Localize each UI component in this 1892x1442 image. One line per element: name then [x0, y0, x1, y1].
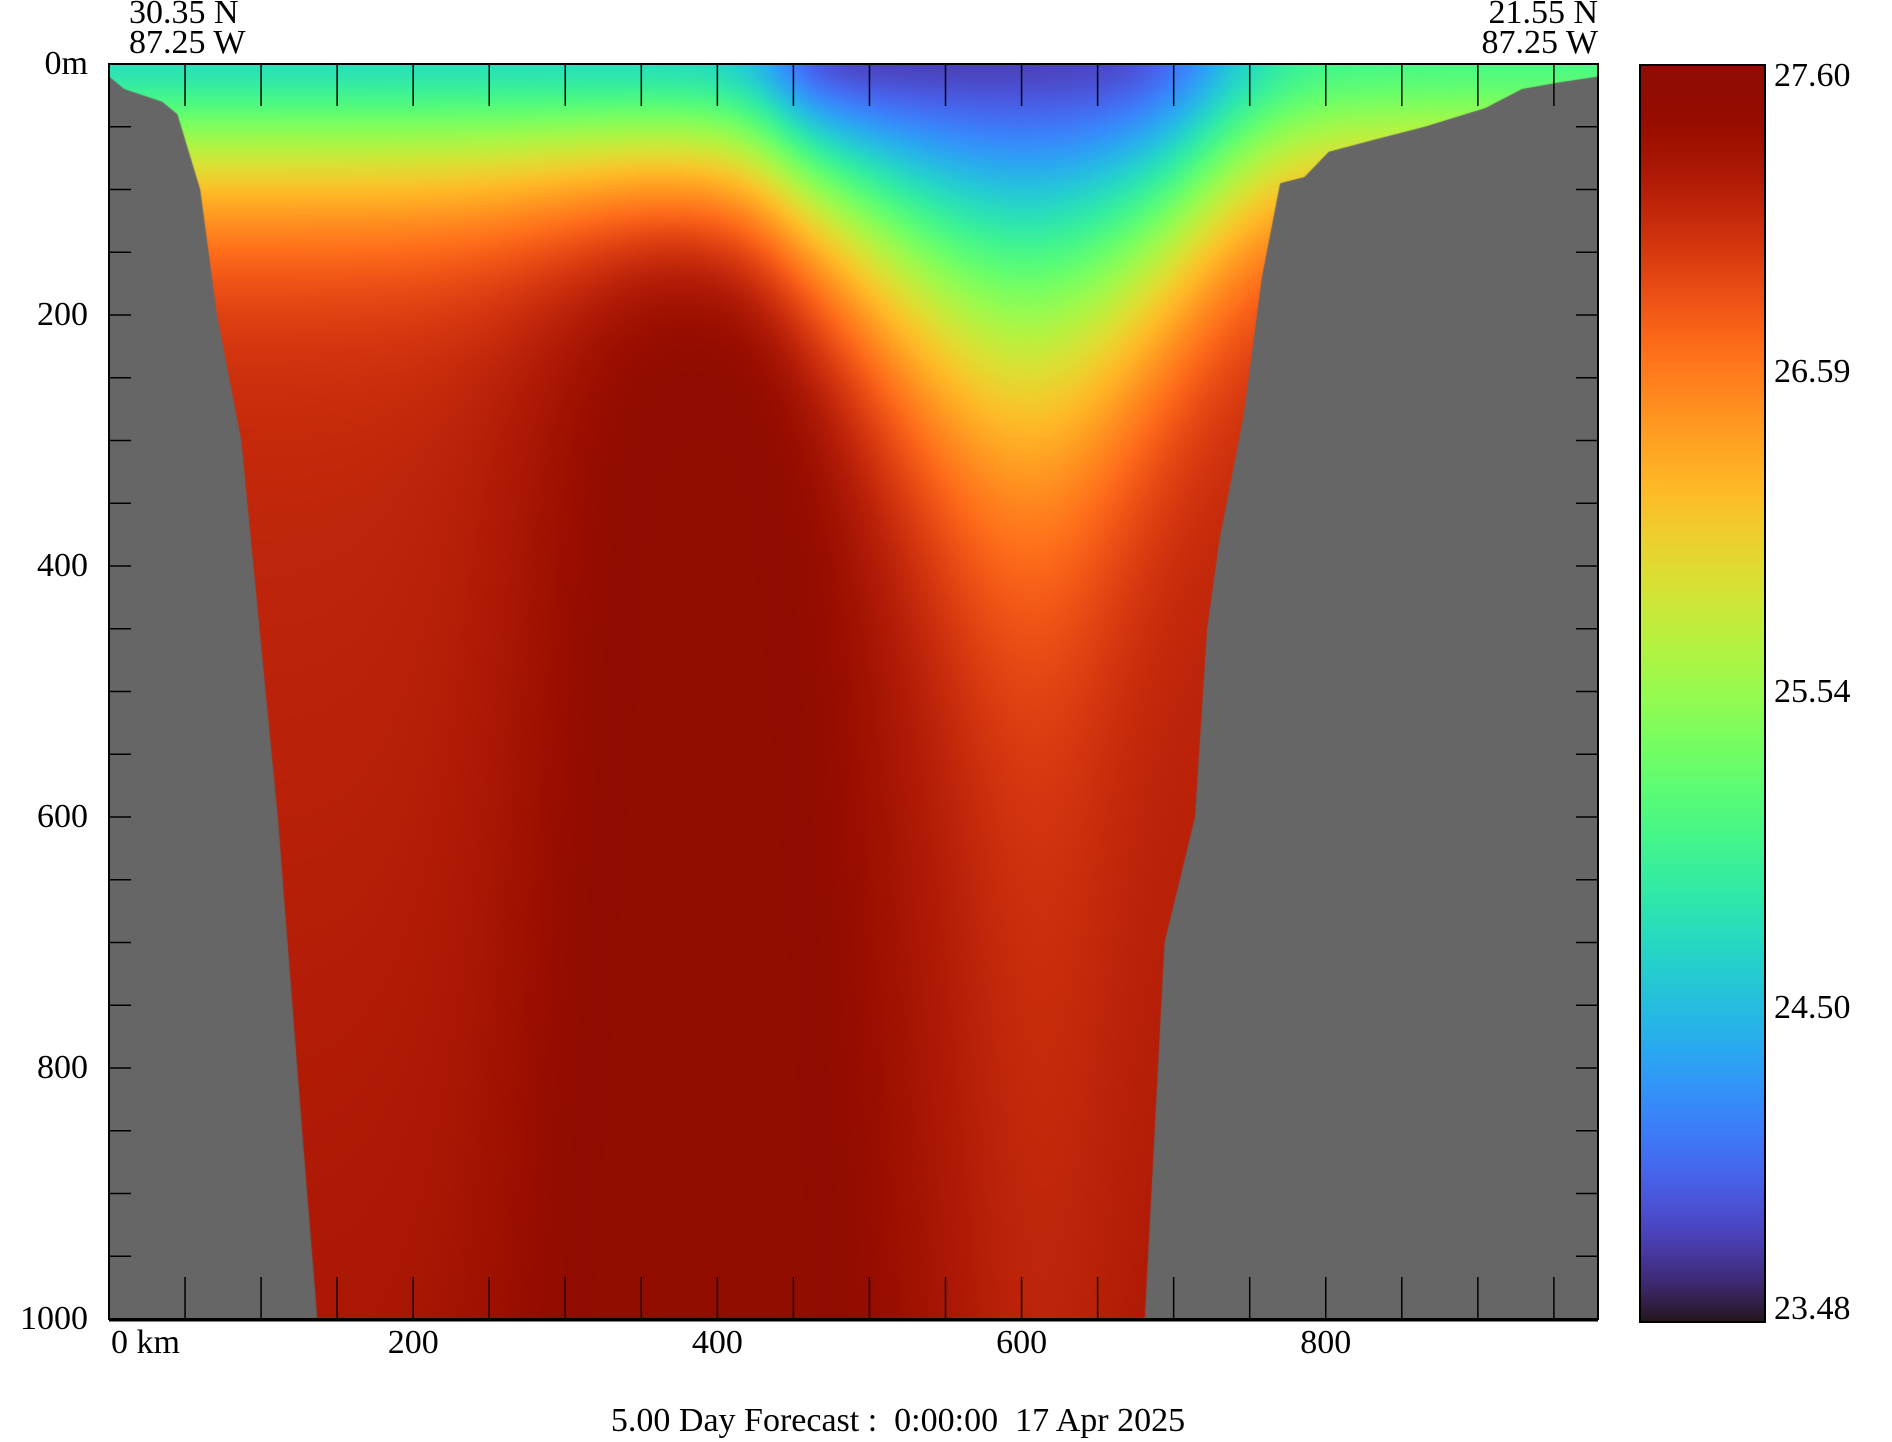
colorbar-tick-label: 27.60	[1774, 57, 1851, 94]
start-lon-label: 87.25 W	[129, 24, 246, 61]
end-lon-label: 87.25 W	[1481, 24, 1598, 61]
y-tick-label: 200	[37, 296, 88, 333]
y-tick-label: 400	[37, 547, 88, 584]
end-lat-label: 21.55 N	[1488, 0, 1598, 31]
colorbar	[1639, 64, 1766, 1323]
start-lat-label: 30.35 N	[129, 0, 239, 31]
x-tick-label: 800	[1300, 1324, 1352, 1361]
colorbar-tick-label: 26.59	[1774, 352, 1851, 390]
plot-border	[108, 63, 1599, 1320]
y-tick-label: 1000	[20, 1300, 88, 1337]
x-tick-label: 400	[691, 1324, 743, 1361]
temperature-section-heatmap	[109, 64, 1598, 1319]
x-tick-label: 200	[387, 1324, 439, 1361]
forecast-title: 5.00 Day Forecast : 0:00:00 17 Apr 2025	[610, 1402, 1186, 1439]
x-tick-label: 600	[996, 1324, 1048, 1361]
y-tick-label: 600	[37, 798, 88, 835]
y-tick-label: 0m	[44, 45, 88, 82]
colorbar-tick-label: 24.50	[1774, 989, 1851, 1027]
x-tick-label: 0 km	[111, 1324, 180, 1361]
colorbar-tick-label: 25.54	[1774, 672, 1851, 710]
y-tick-label: 800	[37, 1049, 88, 1086]
colorbar-tick-label: 23.48	[1774, 1290, 1851, 1327]
